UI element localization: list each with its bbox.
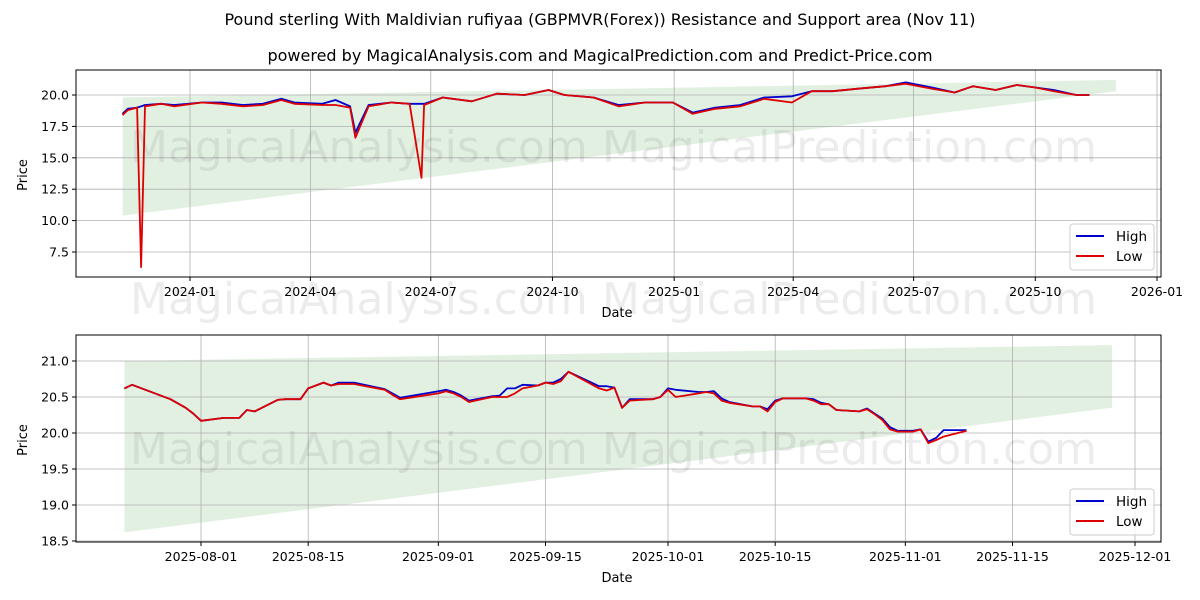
chart-title: Pound sterling With Maldivian rufiyaa (G… bbox=[224, 10, 976, 29]
watermark-analysis-mid: MagicalAnalysis.com bbox=[130, 274, 588, 325]
plot-frame bbox=[75, 69, 1162, 278]
legend-high-label: High bbox=[1116, 229, 1147, 245]
legend-low-label: Low bbox=[1116, 514, 1143, 530]
chart-subtitle: powered by MagicalAnalysis.com and Magic… bbox=[267, 46, 933, 65]
legend-low-label: Low bbox=[1116, 249, 1143, 265]
y-tick-label: 12.5 bbox=[41, 182, 69, 197]
x-axis-label: Date bbox=[601, 306, 632, 321]
x-axis-label: Date bbox=[601, 571, 632, 586]
x-tick-label: 2024-10 bbox=[526, 284, 578, 299]
x-tick-label: 2025-09-01 bbox=[402, 549, 475, 564]
y-tick-label: 15.0 bbox=[41, 150, 69, 165]
price-lines bbox=[124, 370, 967, 445]
legend-high-label: High bbox=[1116, 494, 1147, 510]
support-resistance-band bbox=[122, 79, 1116, 216]
watermark-prediction: MagicalPrediction.com bbox=[602, 122, 1097, 173]
x-tick-label: 2024-04 bbox=[284, 284, 336, 299]
y-axis-label: Price bbox=[16, 159, 31, 191]
y-tick-label: 19.5 bbox=[41, 462, 69, 477]
y-tick-label: 20.0 bbox=[41, 88, 69, 103]
x-tick-label: 2025-12-01 bbox=[1099, 549, 1172, 564]
x-tick-label: 2025-10-01 bbox=[632, 549, 705, 564]
watermark-prediction-mid: MagicalPrediction.com bbox=[602, 274, 1097, 325]
top-chart: MagicalAnalysis.com MagicalPrediction.co… bbox=[16, 69, 1183, 321]
axis-ticks: 2024-01 2024-04 2024-07 2024-10 2025-01 2025-… bbox=[41, 88, 1183, 300]
y-axis-label: Price bbox=[16, 424, 31, 456]
x-tick-label: 2025-09-15 bbox=[509, 549, 582, 564]
x-tick-label: 2025-10-15 bbox=[739, 549, 812, 564]
watermark-analysis: MagicalAnalysis.com bbox=[130, 424, 588, 475]
legend: High Low bbox=[1069, 488, 1155, 536]
x-tick-label: 2025-04 bbox=[767, 284, 819, 299]
y-tick-label: 7.5 bbox=[49, 245, 69, 260]
low-line bbox=[124, 370, 967, 445]
band-area bbox=[122, 79, 1116, 216]
legend: High Low bbox=[1069, 223, 1155, 271]
x-tick-label: 2025-01 bbox=[648, 284, 700, 299]
y-tick-label: 10.0 bbox=[41, 213, 69, 228]
y-tick-label: 17.5 bbox=[41, 119, 69, 134]
y-tick-label: 21.0 bbox=[41, 354, 69, 369]
x-tick-label: 2024-07 bbox=[405, 284, 457, 299]
watermark-prediction: MagicalPrediction.com bbox=[602, 424, 1097, 475]
axis-ticks: 2025-08-01 2025-08-15 2025-09-01 2025-09-15… bbox=[41, 354, 1171, 565]
y-tick-label: 20.5 bbox=[41, 390, 69, 405]
y-tick-label: 19.0 bbox=[41, 498, 69, 513]
x-tick-label: 2025-07 bbox=[887, 284, 939, 299]
low-line bbox=[121, 82, 1090, 269]
y-tick-label: 18.5 bbox=[41, 534, 69, 549]
x-tick-label: 2025-10 bbox=[1009, 284, 1061, 299]
x-tick-label: 2025-11-01 bbox=[869, 549, 942, 564]
band-area bbox=[124, 345, 1113, 533]
x-tick-label: 2025-08-15 bbox=[272, 549, 345, 564]
x-tick-label: 2025-11-15 bbox=[976, 549, 1049, 564]
bottom-chart: MagicalAnalysis.com MagicalPrediction.co… bbox=[16, 274, 1171, 586]
plot-frame bbox=[75, 334, 1162, 543]
support-resistance-band bbox=[124, 345, 1113, 533]
x-tick-label: 2024-01 bbox=[164, 284, 216, 299]
price-lines bbox=[121, 81, 1090, 269]
x-tick-label: 2026-01 bbox=[1131, 284, 1183, 299]
y-tick-label: 20.0 bbox=[41, 426, 69, 441]
x-tick-label: 2025-08-01 bbox=[165, 549, 238, 564]
grid-lines bbox=[76, 70, 1161, 277]
